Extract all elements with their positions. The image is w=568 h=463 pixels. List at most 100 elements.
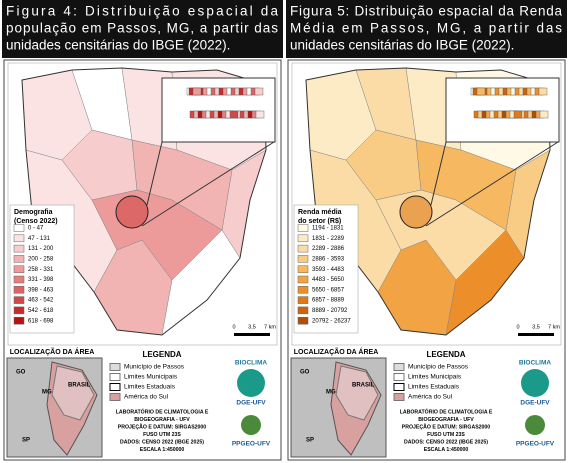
legend-label: 47 - 131	[28, 236, 51, 242]
logo-text: DGE-UFV	[520, 400, 550, 407]
caption-box	[2, 0, 283, 58]
logo-text: PPGEO-UFV	[516, 441, 555, 448]
legend-label: 6857 - 8889	[312, 298, 345, 304]
legend-label: 1831 - 2289	[312, 236, 345, 242]
inset-block	[192, 87, 202, 96]
legend-label: 618 - 698	[28, 318, 54, 324]
map-label: BRASIL	[352, 383, 375, 389]
lab-line: BIOGEOGRAFIA - UFV	[134, 417, 190, 423]
inset-block	[254, 87, 264, 96]
legend-label: 0 - 47	[28, 226, 44, 232]
city-highlight	[399, 195, 433, 229]
legend-label: 258 - 331	[28, 267, 54, 273]
lab-line: LABORATÓRIO DE CLIMATOLOGIA E	[116, 407, 209, 415]
caption-line: Figura 5: Distribuição espacial da Renda	[290, 4, 562, 19]
footer-legend-label: América do Sul	[124, 394, 169, 401]
logo-bioclima	[237, 369, 265, 397]
inset-block	[255, 110, 265, 119]
legend-label: 8889 - 20792	[312, 308, 348, 314]
legend-swatch	[297, 275, 309, 284]
lab-line: ESCALA 1:450000	[140, 447, 185, 453]
lab-line: DADOS: CENSO 2022 (IBGE 2025)	[404, 439, 488, 445]
inset-block	[476, 87, 486, 96]
caption-line: população em Passos, MG, a partir das	[6, 21, 278, 36]
legend-swatch	[297, 224, 309, 232]
lab-line: LABORATÓRIO DE CLIMATOLOGIA E	[400, 407, 493, 415]
legend-label: 542 - 618	[28, 308, 54, 314]
map-label: GO	[16, 370, 26, 376]
legend-swatch	[297, 255, 309, 263]
legend-swatch	[297, 244, 309, 253]
legend-swatch	[297, 265, 309, 273]
legend-box-title: LEGENDA	[426, 350, 465, 359]
scale-label: 7 km	[264, 324, 276, 330]
inset-box	[445, 77, 560, 143]
legend-swatch	[13, 275, 25, 284]
legend-swatch	[297, 296, 309, 304]
legend-swatch	[13, 234, 25, 243]
location-title: LOCALIZAÇÃO DA ÁREA	[10, 347, 95, 356]
legend-swatch	[13, 244, 25, 253]
footer-swatch	[393, 383, 405, 391]
legend-swatch	[13, 316, 25, 325]
legend-swatch	[13, 224, 25, 232]
map-label: MG	[326, 390, 336, 396]
legend-label: 463 - 542	[28, 298, 54, 304]
legend-title: (Censo 2022)	[14, 218, 58, 225]
logo-text: BIOCLIMA	[235, 360, 267, 367]
legend-label: 200 - 258	[28, 256, 54, 262]
footer-legend-label: Limites Municipais	[408, 374, 462, 381]
legend-swatch	[297, 286, 309, 294]
scale-bar	[518, 333, 554, 336]
logo-ppgeo	[241, 415, 261, 435]
inset-block	[539, 110, 549, 119]
lab-line: BIOGEOGRAFIA - UFV	[418, 417, 474, 423]
footer-legend-label: Limites Municipais	[124, 374, 178, 381]
legend-label: 2289 - 2886	[312, 246, 345, 252]
footer-legend-label: Limites Estaduais	[124, 384, 176, 391]
scale-label: 3,5	[532, 324, 540, 330]
legend-swatch	[13, 265, 25, 273]
footer-swatch	[109, 363, 121, 371]
caption-box	[286, 0, 567, 58]
logo-text: DGE-UFV	[236, 400, 266, 407]
legend-label: 4483 - 5650	[312, 277, 345, 283]
inset-block	[538, 87, 548, 96]
scale-label: 3,5	[248, 324, 256, 330]
footer-legend-label: Município de Passos	[408, 364, 469, 371]
legend-label: 20792 - 26237	[312, 318, 351, 324]
lab-line: PROJEÇÃO E DATUM: SIRGAS2000	[118, 423, 207, 430]
legend-label: 2886 - 3593	[312, 256, 345, 262]
lab-line: FUSO UTM 23S	[427, 432, 465, 438]
lab-line: PROJEÇÃO E DATUM: SIRGAS2000	[402, 423, 491, 430]
legend-swatch	[297, 306, 309, 315]
caption-line: unidades censitárias do IBGE (2022).	[290, 38, 514, 53]
map-label: MG	[42, 390, 52, 396]
legend-swatch	[297, 234, 309, 243]
legend-label: 131 - 200	[28, 246, 54, 252]
inset-connector	[146, 141, 163, 206]
legend-title: Demografia	[14, 209, 53, 216]
legend-label: 1194 - 1831	[312, 226, 344, 232]
footer-swatch	[393, 363, 405, 371]
inset-connector	[425, 141, 559, 227]
legend-label: 331 - 398	[28, 277, 54, 283]
inset-block	[229, 110, 239, 119]
footer-legend-label: Limites Estaduais	[408, 384, 460, 391]
legend-swatch	[297, 316, 309, 325]
legend-title: do setor (R$)	[298, 218, 341, 225]
lab-line: ESCALA 1:450000	[424, 447, 469, 453]
footer-legend-label: América do Sul	[408, 394, 453, 401]
map-label: GO	[300, 370, 310, 376]
map-label: SP	[306, 438, 314, 444]
legend-swatch	[13, 286, 25, 294]
legend-box-title: LEGENDA	[142, 350, 181, 359]
legend-label: 398 - 463	[28, 287, 54, 293]
legend-swatch	[13, 255, 25, 263]
map-label: SP	[22, 438, 30, 444]
map-label: BRASIL	[68, 383, 91, 389]
caption-line: Figura 4: Distribuição espacial da	[6, 4, 278, 19]
brasil	[335, 365, 379, 421]
caption-line: unidades censitárias do IBGE (2022).	[6, 38, 230, 53]
